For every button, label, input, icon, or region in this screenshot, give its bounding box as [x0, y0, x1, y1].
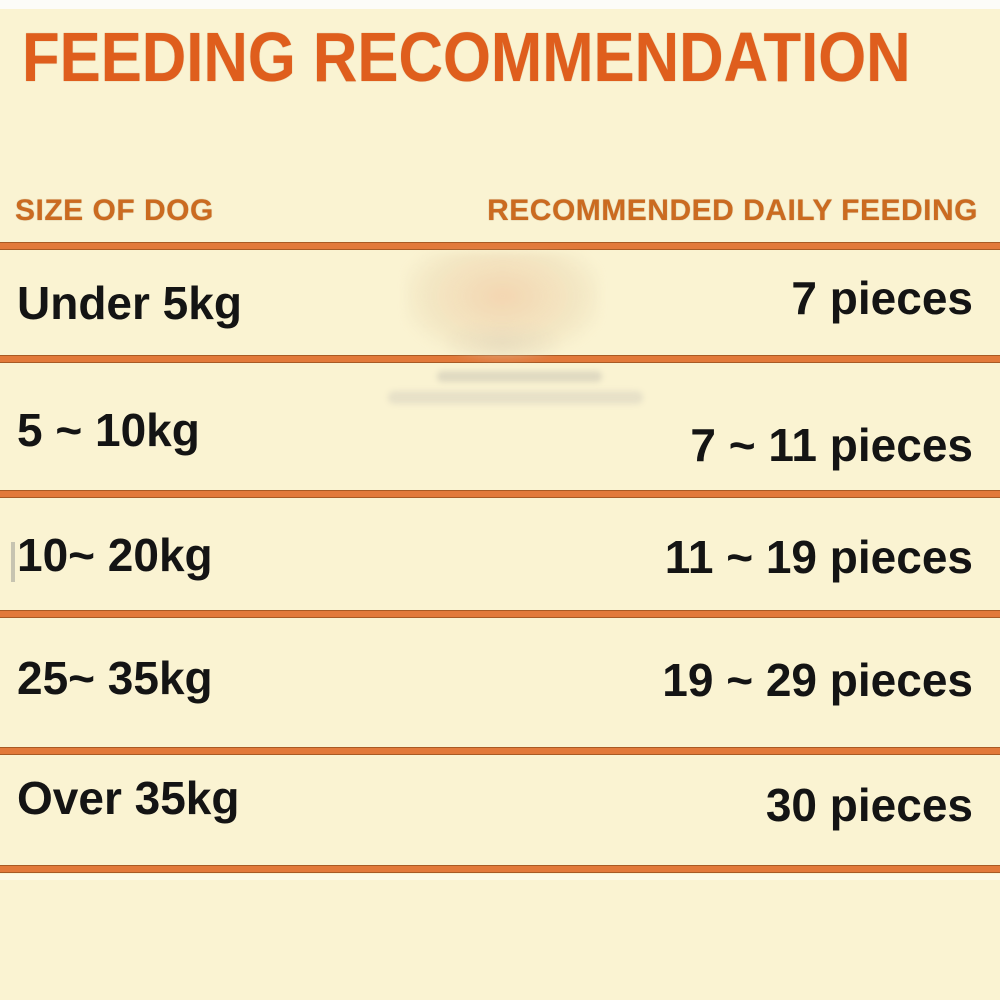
faded-watermark-logo [405, 252, 600, 357]
column-header-size: SIZE OF DOG [15, 194, 214, 227]
divider-line [0, 747, 1000, 755]
row-cell-feeding: 19 ~ 29 pieces [662, 654, 973, 706]
divider-line [0, 610, 1000, 618]
faded-watermark-text [437, 371, 602, 382]
row-cell-size: Under 5kg [17, 277, 242, 329]
divider-line [0, 490, 1000, 498]
bottom-light-band [0, 874, 1000, 880]
row-cell-size: Over 35kg [17, 772, 240, 824]
divider-line [0, 242, 1000, 250]
row-cell-feeding: 7 pieces [791, 272, 973, 324]
left-edge-artifact [11, 542, 15, 582]
row-cell-size: 5 ~ 10kg [17, 404, 200, 456]
divider-line [0, 355, 1000, 363]
row-cell-feeding: 30 pieces [765, 779, 973, 831]
top-edge-strip [0, 0, 1000, 9]
row-cell-size: 10~ 20kg [17, 529, 213, 581]
divider-line [0, 865, 1000, 873]
column-header-feeding: RECOMMENDED DAILY FEEDING [487, 194, 978, 227]
page-title: FEEDING RECOMMENDATION [22, 18, 911, 96]
faded-watermark-text [388, 391, 643, 404]
row-cell-feeding: 11 ~ 19 pieces [664, 531, 973, 583]
row-cell-size: 25~ 35kg [17, 652, 213, 704]
row-cell-feeding: 7 ~ 11 pieces [690, 419, 973, 471]
